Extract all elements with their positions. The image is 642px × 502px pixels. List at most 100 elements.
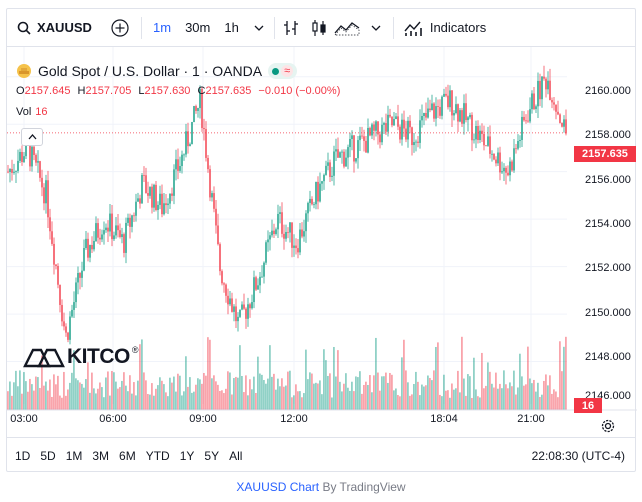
candle-body [265,242,267,263]
candle-body [231,298,233,312]
candle-body [311,198,313,205]
volume-bar [201,383,203,410]
candle-body [331,175,333,177]
indicators-button[interactable]: Indicators [394,9,486,46]
market-status-pill[interactable]: ≈ [268,63,298,79]
volume-bar [13,382,15,410]
candle-body [315,181,317,205]
volume-bar [419,395,421,410]
bar-style-button[interactable] [275,9,307,46]
candle-body [389,114,391,117]
candle-body [17,160,19,172]
area-style-button[interactable] [331,9,363,46]
volume-bar [347,387,349,410]
volume-bar [395,388,397,410]
volume-bar [143,372,145,410]
range-6m[interactable]: 6M [119,448,136,463]
volume-bar [47,390,49,410]
volume-bar [353,391,355,410]
volume-bar [205,375,207,410]
candle-body [329,162,331,177]
range-1m[interactable]: 1M [65,448,83,463]
clock-timezone[interactable]: 22:08:30 (UTC-4) [531,448,625,463]
candle-body [217,225,219,245]
volume-bar [479,397,481,410]
volume-bar [51,396,53,410]
time-tick: 03:00 [10,413,38,425]
range-ytd[interactable]: YTD [145,448,170,463]
range-5y[interactable]: 5Y [204,448,220,463]
volume-bar [489,371,491,410]
candle-body [43,187,45,204]
volume-bar [113,372,115,410]
chart-type-dropdown[interactable] [363,9,389,46]
candle-body [337,149,339,158]
range-3m[interactable]: 3M [92,448,110,463]
volume-bar [563,346,565,410]
chart-widget: XAUUSD 1m 30m 1h Indi [6,8,637,472]
candle-body [237,316,239,322]
volume-bar [171,382,173,410]
gear-icon [601,419,615,433]
volume-bar [95,393,97,410]
candle-body [403,119,405,129]
footer-by-tradingview[interactable]: By TradingView [322,480,406,494]
chart-settings-button[interactable] [600,418,616,439]
candle-body [189,144,191,147]
candles-button[interactable] [307,9,331,46]
volume-bar [457,370,459,410]
candle-body [325,165,327,175]
candle-body [455,104,457,113]
candle-body [517,141,519,149]
candle-body [97,223,99,238]
candle-body [33,146,35,155]
candle-body [469,114,471,118]
candle-body [549,80,551,101]
candle-body [457,104,459,122]
candle-body [55,264,57,267]
candle-body [229,298,231,305]
candle-body [187,131,189,147]
footer-chart-link[interactable]: XAUUSD Chart [236,480,320,494]
candle-body [555,104,557,112]
candle-body [67,332,69,340]
volume-bar [119,387,121,410]
candle-body [173,169,175,196]
candle-body [343,151,345,167]
volume-bar [549,375,551,410]
candle-body [193,106,195,123]
candle-body [545,78,547,90]
candle-body [143,174,145,176]
volume-bar [483,388,485,410]
price-chart[interactable] [7,9,637,435]
volume-bar [331,397,333,410]
candle-body [281,212,283,234]
volume-bar [117,388,119,410]
candle-body [261,276,263,278]
interval-1h[interactable]: 1h [224,20,239,35]
interval-dropdown[interactable] [246,9,272,46]
candle-body [269,235,271,240]
interval-1m[interactable]: 1m [153,20,172,35]
volume-bar [181,395,183,410]
symbol-search[interactable]: XAUUSD [7,9,107,46]
volume-bar [307,379,309,410]
candle-body [377,121,379,135]
candle-body [487,136,489,146]
range-5d[interactable]: 5D [40,448,56,463]
footer-attribution[interactable]: XAUUSD Chart By TradingView [0,480,642,494]
range-all[interactable]: All [229,448,243,463]
volume-bar [87,362,89,410]
interval-30m[interactable]: 30m [185,20,211,35]
candle-body [365,140,367,153]
volume-bar [377,372,379,410]
chevron-down-icon [371,25,381,31]
compare-button[interactable] [107,9,133,46]
volume-bar [175,391,177,410]
range-1d[interactable]: 1D [15,448,31,463]
volume-bar [351,381,353,410]
chart-legend: Gold Spot / U.S. Dollar · 1 · OANDA ≈ [16,63,298,79]
range-1y[interactable]: 1Y [179,448,195,463]
collapse-legend-button[interactable] [21,128,43,146]
candle-body [221,271,223,284]
